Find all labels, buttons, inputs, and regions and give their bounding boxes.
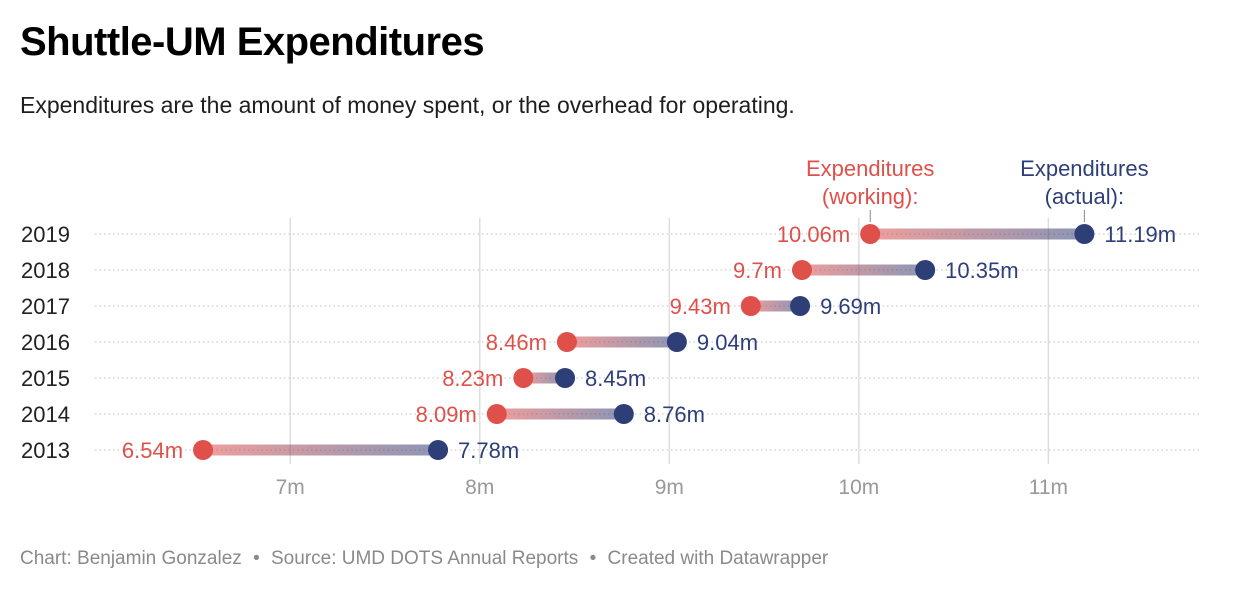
year-label: 2018	[21, 258, 70, 283]
footer-credit: Chart: Benjamin Gonzalez	[20, 548, 242, 569]
working-dot	[740, 296, 761, 316]
actual-dot	[1074, 224, 1095, 244]
working-dot	[486, 404, 507, 424]
x-tick-label: 7m	[276, 476, 305, 499]
working-value-label: 10.06m	[777, 222, 850, 247]
working-value-label: 9.43m	[670, 294, 731, 319]
working-dot	[556, 332, 577, 352]
actual-dot	[790, 296, 811, 316]
data-labels: 10.06m 11.19m 9.7m 10.35m 9.43m 9.69m 8.46m 9.0…	[122, 222, 1176, 463]
working-dot	[791, 260, 812, 280]
year-label: 2014	[21, 402, 70, 427]
year-label: 2013	[21, 438, 70, 463]
dot-range-chart: 10.06m 11.19m 9.7m 10.35m 9.43m 9.69m 8.46m 9.0…	[21, 156, 1200, 499]
year-label: 2017	[21, 294, 70, 319]
working-value-label: 8.23m	[442, 366, 503, 391]
actual-dot	[915, 260, 936, 280]
legend-working-label: Expenditures	[806, 156, 934, 181]
working-value-label: 6.54m	[122, 438, 183, 463]
actual-dot	[613, 404, 634, 424]
working-value-label: 9.7m	[733, 258, 782, 283]
axis-labels: 7m 8m 9m 10m 11m 2019 2018 2017 2016 2015 2014 2013	[21, 222, 1068, 499]
working-dot	[860, 224, 881, 244]
working-dot	[193, 440, 214, 460]
x-tick-label: 11m	[1029, 476, 1068, 499]
footer-source: Source: UMD DOTS Annual Reports	[271, 548, 579, 569]
footer-created-with: Created with Datawrapper	[607, 548, 829, 569]
chart-footer: Chart: Benjamin Gonzalez • Source: UMD D…	[20, 548, 828, 570]
x-tick-label: 10m	[838, 476, 879, 499]
legend-actual-label: (actual):	[1045, 184, 1124, 209]
x-tick-label: 9m	[655, 476, 684, 499]
working-value-label: 8.46m	[486, 330, 547, 355]
actual-value-label: 11.19m	[1104, 222, 1176, 247]
working-value-label: 8.09m	[416, 402, 477, 427]
footer-separator: •	[253, 548, 260, 569]
working-dot	[513, 368, 534, 388]
range-bars	[203, 228, 1085, 456]
actual-dot	[428, 440, 449, 460]
legend-actual-label: Expenditures	[1020, 156, 1148, 181]
year-label: 2019	[21, 222, 70, 247]
year-label: 2015	[21, 366, 70, 391]
data-points	[193, 224, 1095, 460]
actual-value-label: 9.04m	[697, 330, 758, 355]
inline-legend: Expenditures (working): Expenditures (actua…	[806, 156, 1149, 222]
year-label: 2016	[21, 330, 70, 355]
actual-value-label: 8.45m	[585, 366, 646, 391]
x-tick-label: 8m	[465, 476, 494, 499]
footer-separator: •	[589, 548, 597, 569]
actual-dot	[555, 368, 576, 388]
actual-value-label: 7.78m	[458, 438, 519, 463]
actual-value-label: 8.76m	[644, 402, 705, 427]
chart-title: Shuttle-UM Expenditures	[20, 20, 485, 64]
legend-working-label: (working):	[822, 184, 919, 209]
actual-value-label: 9.69m	[820, 294, 881, 319]
actual-value-label: 10.35m	[945, 258, 1018, 283]
chart-subtitle: Expenditures are the amount of money spe…	[20, 92, 795, 118]
actual-dot	[666, 332, 687, 352]
